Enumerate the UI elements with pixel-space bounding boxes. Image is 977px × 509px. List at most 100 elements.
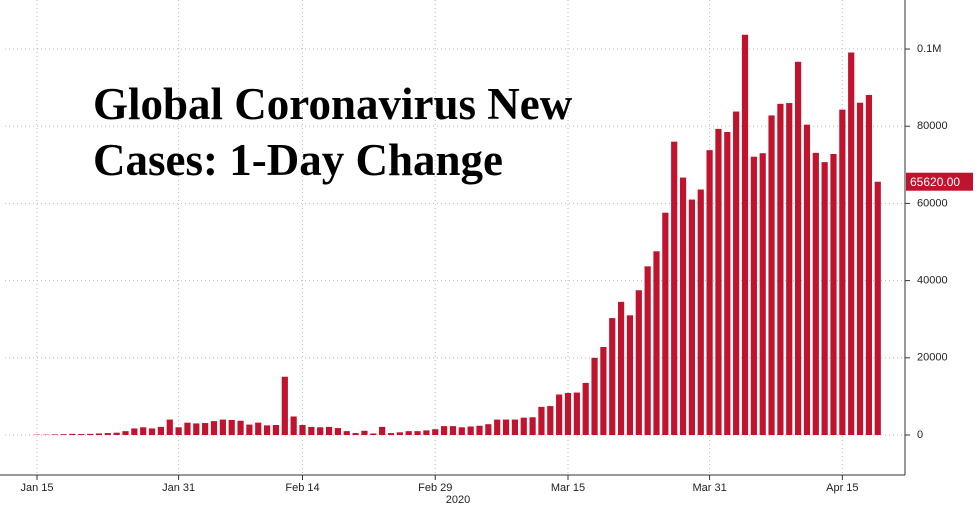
bar: [724, 132, 731, 436]
bar: [193, 423, 200, 436]
bar: [405, 431, 412, 436]
y-tick-label: 20000: [917, 352, 948, 364]
bar: [95, 433, 103, 436]
bar: [113, 432, 120, 436]
bar: [104, 433, 111, 436]
bar: [830, 154, 837, 436]
bar: [662, 212, 669, 436]
bar: [759, 153, 766, 436]
bar: [865, 94, 872, 436]
bar: [582, 382, 589, 436]
bar: [299, 424, 306, 436]
bar: [361, 430, 368, 436]
bar: [396, 432, 403, 436]
bar: [60, 434, 67, 436]
bar: [51, 434, 58, 436]
bar: [202, 423, 209, 436]
bar: [290, 416, 297, 436]
bar: [529, 417, 536, 436]
bar: [688, 199, 695, 436]
y-tick-label: 80000: [917, 120, 948, 132]
bar: [441, 426, 448, 436]
bar: [334, 428, 341, 436]
bar: [697, 189, 704, 436]
bar: [803, 124, 811, 436]
bar: [848, 52, 855, 436]
bar: [122, 431, 129, 436]
bar: [750, 156, 757, 436]
bar: [485, 424, 492, 436]
bar: [264, 425, 271, 436]
bar: [839, 109, 846, 436]
bar: [609, 318, 616, 436]
bar: [591, 357, 598, 436]
bar: [352, 433, 359, 436]
bar: [795, 61, 802, 436]
bar: [219, 419, 226, 436]
bar: [449, 426, 457, 436]
bar: [387, 433, 395, 436]
bar: [255, 422, 262, 436]
y-tick-label: 40000: [917, 275, 948, 287]
bar: [308, 426, 315, 436]
bar: [272, 424, 280, 436]
bar: [715, 128, 722, 436]
bar: [432, 429, 439, 436]
bar: [228, 419, 235, 436]
year-label: 2020: [446, 494, 470, 506]
bar: [157, 426, 164, 436]
bar: [741, 34, 749, 436]
bar: [140, 427, 147, 436]
bar: [573, 392, 580, 436]
y-tick-label: 0: [917, 429, 923, 441]
bar: [600, 347, 607, 436]
bar: [281, 376, 288, 436]
bar: [246, 424, 253, 436]
bar: [78, 434, 85, 436]
bar: [69, 433, 76, 436]
bar: [777, 103, 784, 436]
bar: [184, 422, 191, 436]
bar: [626, 315, 634, 436]
x-tick-label: Mar 31: [692, 482, 726, 494]
bar: [556, 394, 563, 436]
y-tick-label: 60000: [917, 197, 948, 209]
x-tick-label: Jan 15: [20, 482, 53, 494]
bar: [671, 141, 678, 436]
bar: [768, 115, 775, 436]
bar: [458, 427, 465, 436]
bar: [343, 431, 350, 436]
bar: [564, 392, 572, 436]
bar: [812, 152, 819, 436]
x-tick-label: Feb 14: [285, 482, 319, 494]
value-label: 65620.00: [910, 175, 960, 189]
x-tick-label: Jan 31: [162, 482, 195, 494]
chart-title: Global Coronavirus New Cases: 1-Day Chan…: [93, 79, 573, 185]
bar: [502, 419, 510, 436]
bar: [370, 433, 377, 436]
bar: [317, 427, 324, 436]
bar: [547, 406, 554, 436]
bar: [786, 103, 793, 436]
bar: [148, 428, 156, 436]
bar: [538, 406, 545, 436]
x-tick-label: Mar 15: [551, 482, 585, 494]
bar: [874, 181, 881, 436]
bar: [494, 419, 501, 436]
bar: [520, 417, 527, 436]
bar: [618, 301, 625, 436]
bar: [166, 419, 173, 436]
bar: [706, 150, 713, 436]
bar: [644, 266, 651, 436]
bar: [821, 162, 828, 436]
bar: [635, 290, 642, 436]
bar: [733, 111, 740, 436]
bar: [653, 251, 660, 436]
bar: [856, 102, 864, 436]
value-label-box: [906, 172, 973, 191]
y-tick-label: 0.1M: [917, 43, 941, 55]
bar: [175, 427, 182, 436]
bar: [87, 433, 94, 436]
